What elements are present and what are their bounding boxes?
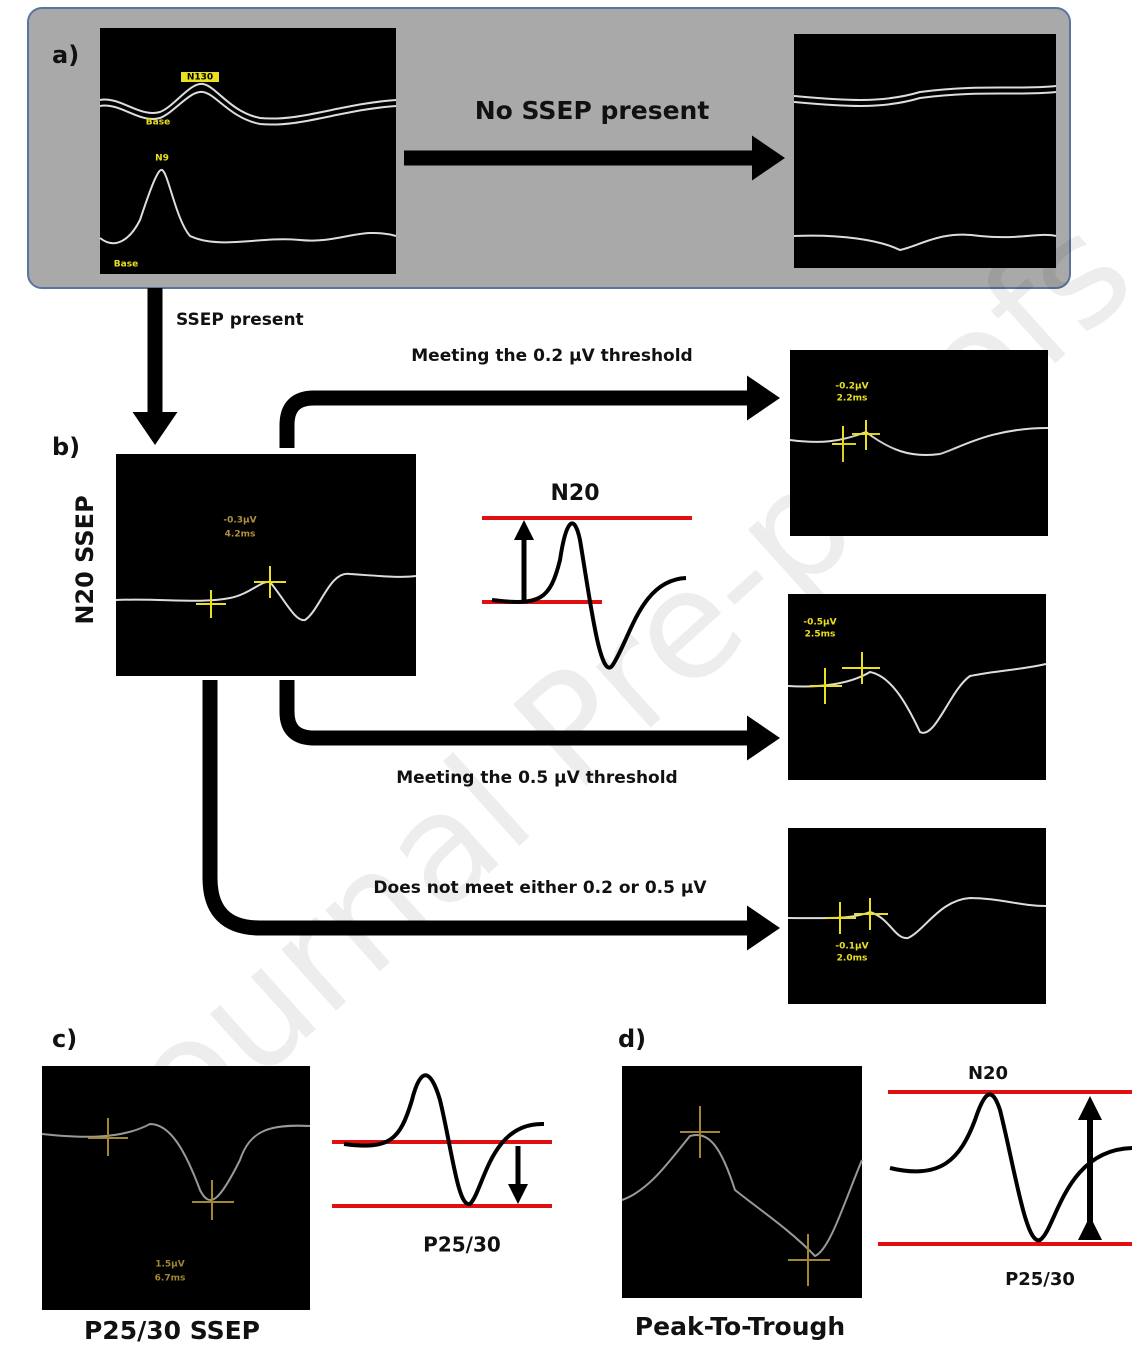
panel-title: N20 SSEP <box>71 495 99 624</box>
screen-time: 4.2ms <box>225 530 256 540</box>
screen-time: 6.7ms <box>155 1274 186 1284</box>
schematic-label: P25/30 <box>1005 1269 1075 1290</box>
diagram: a) N130 Base N9 Base No SSEP present SSE… <box>0 0 1134 1346</box>
branch-label: Meeting the 0.2 μV threshold <box>411 346 692 366</box>
screen-label: N130 <box>187 73 213 83</box>
caption: P25/30 SSEP <box>84 1316 260 1345</box>
arrow-label: SSEP present <box>176 310 304 330</box>
screen-value: -0.1μV <box>835 942 868 952</box>
arrow-label: No SSEP present <box>475 96 710 125</box>
screen <box>788 828 1046 1004</box>
schematic-label: N20 <box>968 1063 1008 1084</box>
screen-time: 2.0ms <box>837 954 868 964</box>
caption: Peak-To-Trough <box>635 1312 845 1341</box>
screen-value: 1.5μV <box>155 1260 185 1270</box>
waveform <box>890 1094 1132 1240</box>
screen <box>100 28 396 274</box>
panel-label: a) <box>52 41 79 69</box>
screen-label: Base <box>114 260 138 270</box>
screen-label: N9 <box>155 154 169 164</box>
waveform <box>344 1075 544 1204</box>
arrow <box>287 398 765 448</box>
panel-label: d) <box>618 1025 646 1053</box>
screen <box>116 454 416 676</box>
panel-label: c) <box>52 1025 77 1053</box>
panel-label: b) <box>52 433 80 461</box>
schematic-label: N20 <box>550 481 599 506</box>
screen-value: -0.3μV <box>223 516 256 526</box>
screen <box>622 1066 862 1298</box>
schematic-label: P25/30 <box>423 1233 501 1257</box>
screen-label: Base <box>146 118 170 128</box>
